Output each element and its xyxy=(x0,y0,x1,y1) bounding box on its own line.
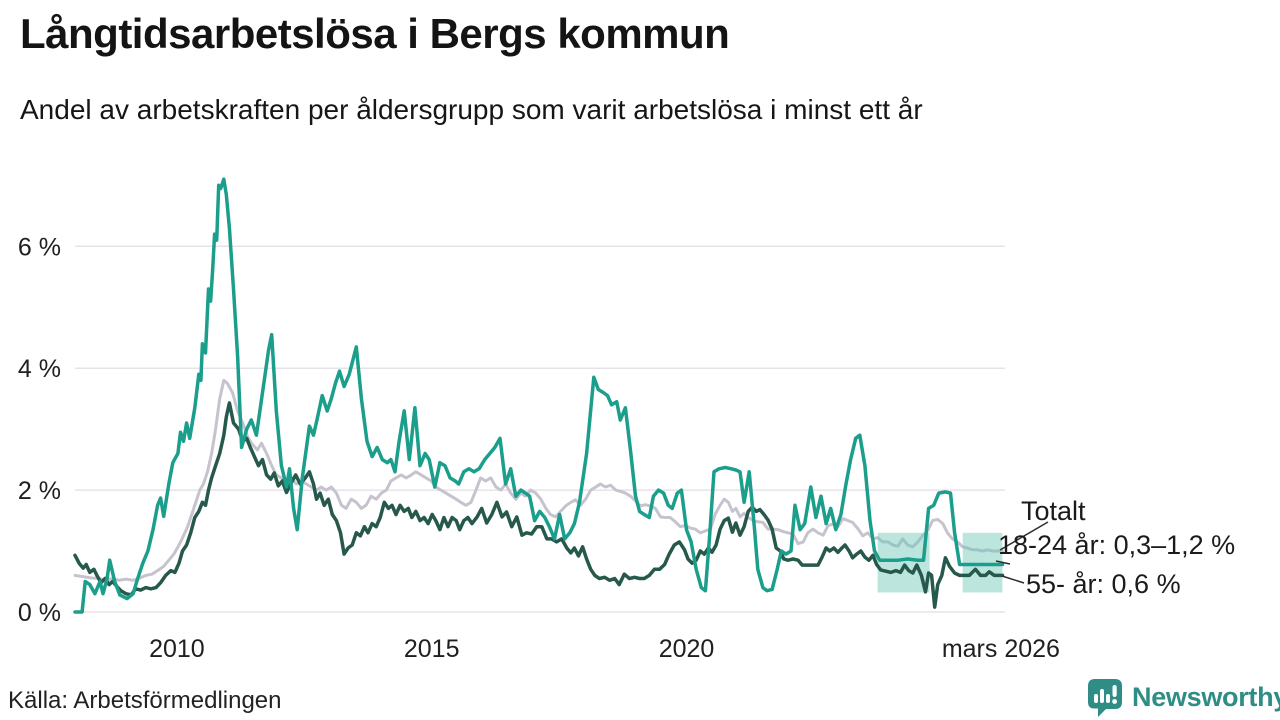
y-tick-label: 4 % xyxy=(18,355,61,383)
series-line-55-r xyxy=(73,401,1005,609)
series-line-totalt xyxy=(73,378,1004,582)
x-tick-label: 2010 xyxy=(149,635,205,663)
y-tick-label: 2 % xyxy=(18,477,61,505)
page-title: Långtidsarbetslösa i Bergs kommun xyxy=(20,10,730,57)
newsworthy-icon xyxy=(1088,679,1122,717)
y-tick-label: 0 % xyxy=(18,599,61,627)
newsworthy-logo: Newsworthy xyxy=(1086,677,1280,717)
x-tick-label: 2020 xyxy=(659,635,715,663)
source-note: Källa: Arbetsförmedlingen xyxy=(8,687,282,714)
brand-name: Newsworthy xyxy=(1132,681,1280,712)
x-tick-label: 2015 xyxy=(404,635,460,663)
uncertainty-band xyxy=(962,532,1003,593)
annotation-18-24: 18-24 år: 0,3–1,2 % xyxy=(998,530,1236,560)
y-tick-label: 6 % xyxy=(18,233,61,261)
annotation-leader-line xyxy=(995,560,1011,565)
annotation-55: 55- år: 0,6 % xyxy=(1026,569,1181,599)
annotation-leader-line xyxy=(1001,575,1025,584)
x-tick-label: mars 2026 xyxy=(942,635,1060,663)
annotation-leader-line xyxy=(999,521,1049,551)
annotation-totalt: Totalt xyxy=(1021,496,1086,526)
uncertainty-band xyxy=(877,532,930,593)
series-line-18-24-r xyxy=(73,177,1005,614)
chart-subtitle: Andel av arbetskraften per åldersgrupp s… xyxy=(20,94,923,125)
